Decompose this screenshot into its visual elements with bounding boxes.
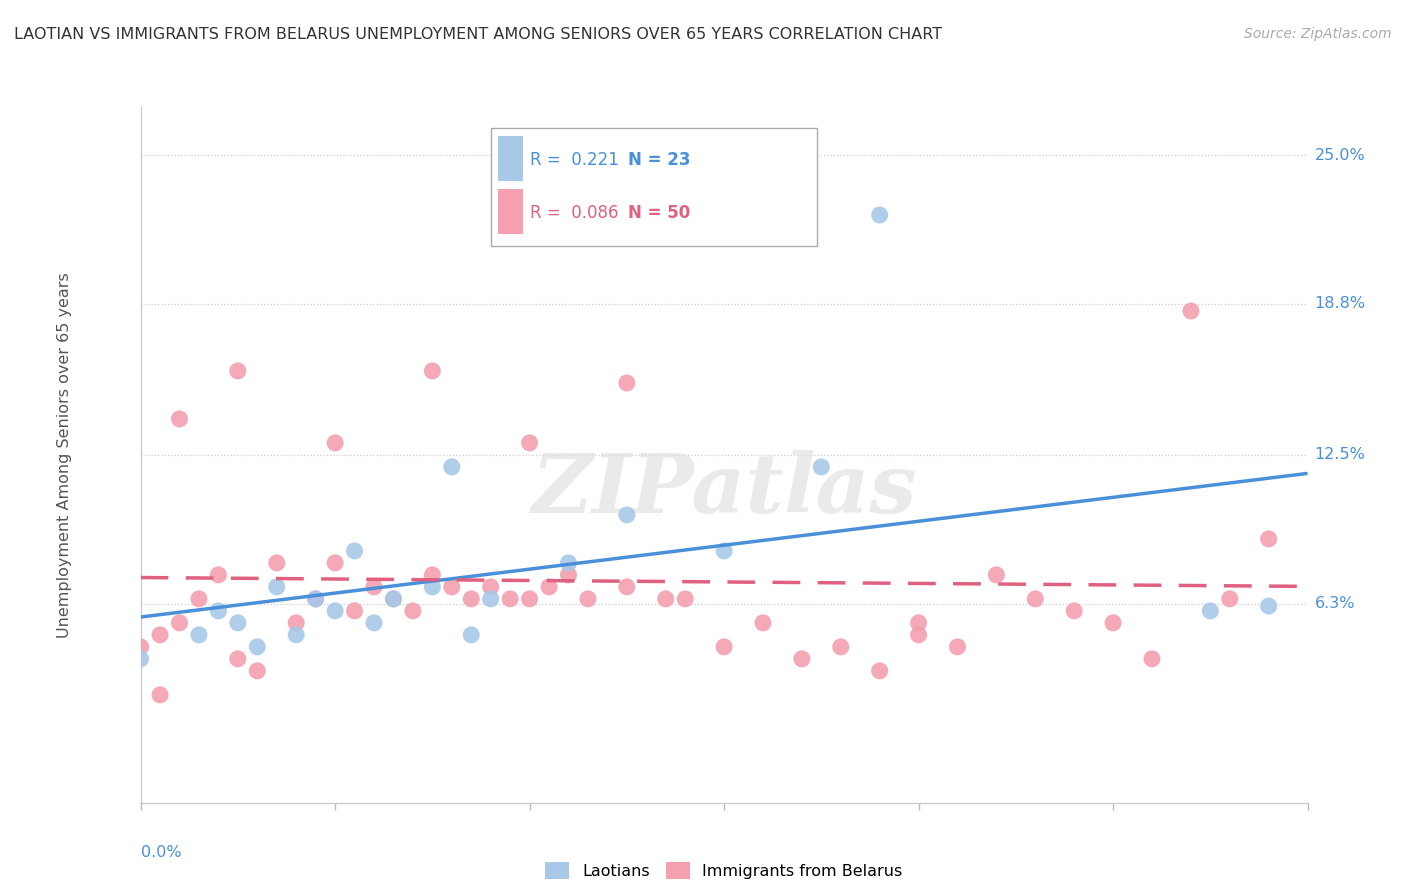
Point xyxy=(790,652,813,666)
Point xyxy=(304,591,326,606)
Point xyxy=(323,436,346,450)
Point xyxy=(169,412,191,426)
Point xyxy=(519,591,541,606)
Point xyxy=(537,580,560,594)
Point xyxy=(1257,532,1279,546)
Point xyxy=(363,615,385,630)
Point xyxy=(422,364,444,378)
Point xyxy=(246,640,269,654)
Text: 18.8%: 18.8% xyxy=(1315,296,1365,311)
Text: R =  0.221: R = 0.221 xyxy=(530,151,619,169)
Point xyxy=(285,628,308,642)
Point xyxy=(673,591,696,606)
Point xyxy=(188,628,211,642)
Point xyxy=(1063,604,1085,618)
Point xyxy=(479,580,502,594)
Point xyxy=(246,664,269,678)
Point xyxy=(986,567,1008,582)
Point xyxy=(440,580,463,594)
Point xyxy=(226,652,249,666)
Point xyxy=(713,544,735,558)
Point xyxy=(440,459,463,474)
Point xyxy=(188,591,211,606)
Point xyxy=(304,591,326,606)
Point xyxy=(129,640,152,654)
Point xyxy=(285,615,308,630)
Text: Unemployment Among Seniors over 65 years: Unemployment Among Seniors over 65 years xyxy=(58,272,72,638)
Point xyxy=(207,567,229,582)
Point xyxy=(1257,599,1279,613)
Point xyxy=(1102,615,1125,630)
Text: R =  0.086: R = 0.086 xyxy=(530,204,619,222)
Text: ZIPatlas: ZIPatlas xyxy=(531,450,917,530)
Point xyxy=(557,556,579,570)
Point xyxy=(460,628,482,642)
Point xyxy=(830,640,852,654)
Point xyxy=(1024,591,1046,606)
Text: 12.5%: 12.5% xyxy=(1315,448,1365,462)
Point xyxy=(907,615,929,630)
Point xyxy=(402,604,425,618)
Point xyxy=(266,580,288,594)
Point xyxy=(323,604,346,618)
Point xyxy=(810,459,832,474)
Point xyxy=(169,615,191,630)
Point xyxy=(129,652,152,666)
Text: LAOTIAN VS IMMIGRANTS FROM BELARUS UNEMPLOYMENT AMONG SENIORS OVER 65 YEARS CORR: LAOTIAN VS IMMIGRANTS FROM BELARUS UNEMP… xyxy=(14,27,942,42)
Point xyxy=(479,591,502,606)
Point xyxy=(713,640,735,654)
Point xyxy=(422,580,444,594)
Point xyxy=(1140,652,1163,666)
Point xyxy=(149,628,172,642)
Point xyxy=(1199,604,1222,618)
Point xyxy=(226,364,249,378)
Point xyxy=(907,628,929,642)
Point xyxy=(382,591,405,606)
Point xyxy=(207,604,229,618)
Point xyxy=(1180,304,1202,318)
Point xyxy=(499,591,522,606)
Point xyxy=(226,615,249,630)
Point xyxy=(382,591,405,606)
Point xyxy=(946,640,969,654)
Point xyxy=(616,580,638,594)
Point xyxy=(869,208,891,222)
Text: 0.0%: 0.0% xyxy=(141,845,181,860)
Point xyxy=(422,567,444,582)
Point xyxy=(266,556,288,570)
Text: N = 50: N = 50 xyxy=(628,204,690,222)
Point xyxy=(869,664,891,678)
Point xyxy=(616,376,638,390)
Point xyxy=(557,567,579,582)
Point xyxy=(616,508,638,522)
Point xyxy=(655,591,678,606)
Point xyxy=(460,591,482,606)
Text: Source: ZipAtlas.com: Source: ZipAtlas.com xyxy=(1244,27,1392,41)
Point xyxy=(149,688,172,702)
Text: 6.3%: 6.3% xyxy=(1315,596,1355,611)
Legend: Laotians, Immigrants from Belarus: Laotians, Immigrants from Belarus xyxy=(538,856,910,885)
Point xyxy=(519,436,541,450)
Point xyxy=(363,580,385,594)
Point xyxy=(576,591,599,606)
Point xyxy=(752,615,775,630)
Point xyxy=(343,604,366,618)
Point xyxy=(343,544,366,558)
Text: 25.0%: 25.0% xyxy=(1315,147,1365,162)
Point xyxy=(1219,591,1241,606)
Text: N = 23: N = 23 xyxy=(628,151,690,169)
Point xyxy=(323,556,346,570)
